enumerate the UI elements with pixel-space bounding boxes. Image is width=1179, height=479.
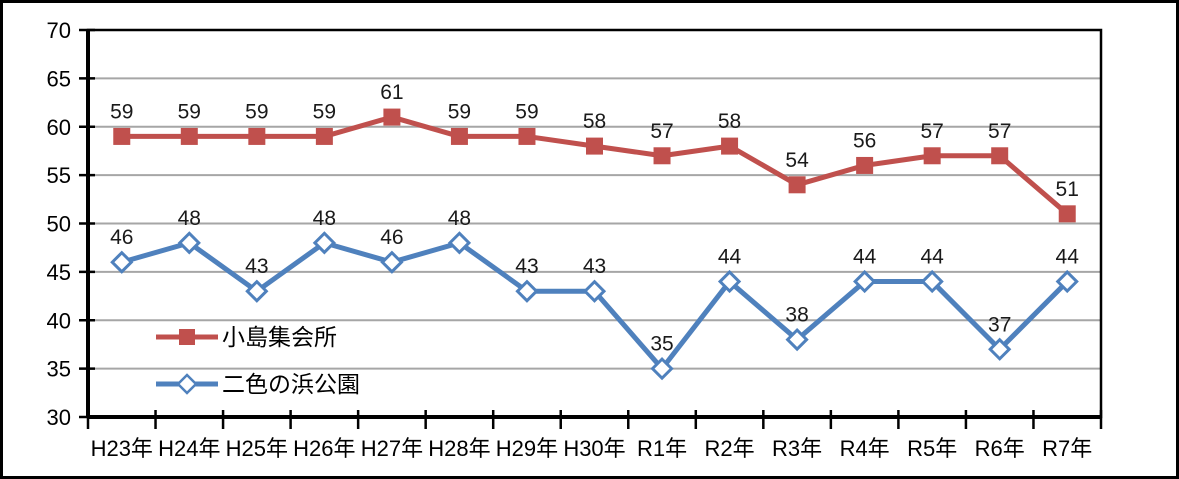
svg-text:70: 70: [47, 18, 71, 43]
svg-text:R2年: R2年: [705, 436, 755, 461]
svg-text:44: 44: [718, 246, 742, 269]
chart-legend: 小島集会所 二色の浜公園: [156, 324, 360, 397]
svg-text:59: 59: [313, 100, 336, 123]
svg-text:R3年: R3年: [772, 436, 822, 461]
svg-text:54: 54: [785, 149, 809, 172]
svg-text:51: 51: [1056, 178, 1079, 201]
svg-text:43: 43: [245, 255, 268, 278]
svg-text:43: 43: [583, 255, 606, 278]
svg-text:40: 40: [47, 308, 71, 333]
svg-text:R4年: R4年: [840, 436, 890, 461]
svg-text:38: 38: [785, 304, 808, 327]
svg-text:58: 58: [583, 110, 606, 133]
svg-text:H23年: H23年: [91, 436, 153, 461]
svg-text:35: 35: [650, 333, 673, 356]
legend-item-nishikinohama-park: 二色の浜公園: [156, 371, 360, 397]
svg-text:48: 48: [313, 207, 336, 230]
legend-item-kojima-hall: 小島集会所: [156, 324, 360, 350]
svg-text:59: 59: [245, 100, 268, 123]
svg-text:H25年: H25年: [226, 436, 288, 461]
svg-text:44: 44: [853, 246, 877, 269]
svg-text:59: 59: [515, 100, 538, 123]
svg-text:59: 59: [110, 100, 133, 123]
svg-text:46: 46: [380, 226, 403, 249]
svg-text:48: 48: [448, 207, 471, 230]
svg-text:44: 44: [1056, 246, 1080, 269]
svg-text:43: 43: [515, 255, 538, 278]
svg-text:55: 55: [47, 163, 71, 188]
svg-text:H30年: H30年: [563, 436, 625, 461]
svg-text:56: 56: [853, 129, 876, 152]
svg-text:H24年: H24年: [158, 436, 220, 461]
svg-text:59: 59: [178, 100, 201, 123]
red-line-square-marker-icon: [156, 329, 218, 345]
svg-text:50: 50: [47, 212, 71, 237]
svg-text:R6年: R6年: [975, 436, 1025, 461]
svg-text:R7年: R7年: [1042, 436, 1092, 461]
svg-text:65: 65: [47, 66, 71, 91]
svg-text:H27年: H27年: [361, 436, 423, 461]
svg-text:35: 35: [47, 357, 71, 382]
svg-text:37: 37: [988, 313, 1011, 336]
svg-text:H26年: H26年: [293, 436, 355, 461]
svg-text:48: 48: [178, 207, 201, 230]
svg-text:57: 57: [920, 120, 943, 143]
svg-text:R1年: R1年: [637, 436, 687, 461]
svg-text:44: 44: [920, 246, 944, 269]
svg-text:45: 45: [47, 260, 71, 285]
svg-text:H28年: H28年: [428, 436, 490, 461]
svg-text:58: 58: [718, 110, 741, 133]
svg-text:57: 57: [650, 120, 673, 143]
blue-line-diamond-marker-icon: [156, 373, 218, 395]
svg-text:30: 30: [47, 405, 71, 430]
svg-text:60: 60: [47, 115, 71, 140]
svg-text:61: 61: [380, 81, 403, 104]
legend-label-kojima-hall: 小島集会所: [222, 324, 337, 350]
svg-text:57: 57: [988, 120, 1011, 143]
svg-text:H29年: H29年: [496, 436, 558, 461]
svg-text:59: 59: [448, 100, 471, 123]
svg-text:R5年: R5年: [907, 436, 957, 461]
svg-text:46: 46: [110, 226, 133, 249]
legend-label-nishikinohama-park: 二色の浜公園: [222, 371, 360, 397]
